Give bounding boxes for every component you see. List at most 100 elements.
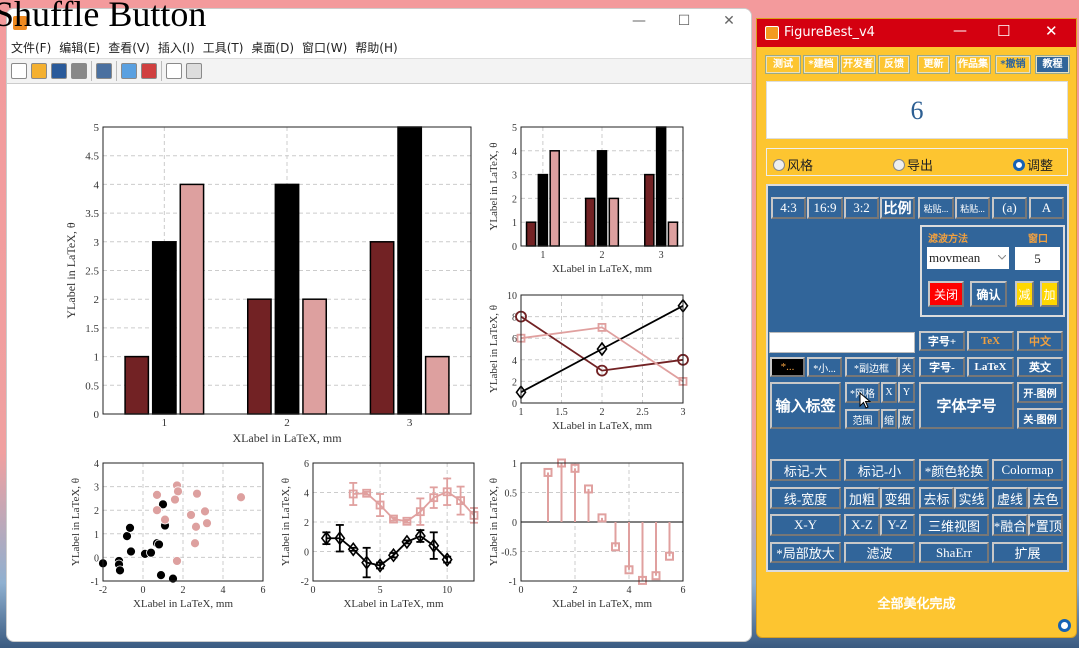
legend-icon[interactable] — [141, 63, 157, 79]
radio-调整[interactable]: 调整 — [1013, 155, 1053, 174]
scatter-point — [236, 492, 246, 503]
open-folder-icon[interactable] — [31, 63, 47, 79]
menu-item[interactable]: 窗口(W) — [302, 41, 348, 55]
tool-button[interactable]: X-Z — [844, 514, 880, 536]
small-button[interactable]: *小... — [807, 357, 842, 377]
pointer-icon[interactable] — [166, 63, 182, 79]
tool-button[interactable]: 三维视图 — [919, 514, 989, 536]
minimize-button[interactable]: — — [632, 13, 646, 29]
property-editor-icon[interactable] — [186, 63, 202, 79]
tool-button[interactable]: *颜色轮换 — [919, 459, 989, 481]
tool-button[interactable]: 标记-大 — [770, 459, 841, 481]
close-button[interactable]: ✕ — [1045, 22, 1058, 40]
menu-item[interactable]: 文件(F) — [11, 41, 52, 55]
tool-button[interactable]: 线-宽度 — [770, 487, 841, 509]
colorbar-icon[interactable] — [121, 63, 137, 79]
minimize-button[interactable]: — — [953, 23, 967, 39]
window-increase-button[interactable]: 加 — [1040, 281, 1059, 307]
tools-panel: 滤波方法 窗口 movmean 5 4:3 16:9 3:2 比例 粘贴... 粘贴...… — [766, 184, 1069, 572]
top-button[interactable]: 测试 — [765, 55, 801, 74]
range-button[interactable]: 范围 — [845, 409, 880, 429]
tool-button[interactable]: 标记-小 — [844, 459, 915, 481]
tool-button[interactable]: *局部放大 — [770, 542, 841, 563]
print-icon[interactable] — [71, 63, 87, 79]
ratio-button[interactable]: 比例 — [880, 197, 915, 219]
tool-button[interactable]: 加粗 — [844, 487, 880, 509]
top-button[interactable]: 开发者 — [840, 55, 876, 74]
radio-导出[interactable]: 导出 — [893, 155, 933, 174]
top-button[interactable]: 教程 — [1035, 55, 1070, 74]
tool-button[interactable]: *置顶 — [1028, 514, 1063, 536]
top-button[interactable]: 更新 — [917, 55, 950, 74]
input-label-button[interactable]: 输入标签 — [770, 382, 841, 429]
marker-diamond — [401, 534, 413, 550]
menu-item[interactable]: 工具(T) — [202, 41, 244, 55]
tool-button[interactable]: X-Y — [770, 514, 841, 536]
menu-item[interactable]: 帮助(H) — [355, 41, 398, 55]
top-button[interactable]: 反馈 — [878, 55, 910, 74]
enlarge-button[interactable]: 放 — [898, 409, 915, 429]
tool-button[interactable]: 去标 — [919, 487, 954, 509]
ratio-button[interactable]: A — [1029, 197, 1064, 219]
ratio-button[interactable]: 4:3 — [771, 197, 806, 219]
tool-button[interactable]: Y-Z — [880, 514, 915, 536]
ratio-button[interactable]: 粘贴... — [918, 197, 954, 219]
font-size-up-button[interactable]: 字号+ — [919, 331, 965, 351]
tool-button[interactable]: *融合 — [992, 514, 1028, 536]
top-button[interactable]: 作品集 — [955, 55, 991, 74]
maximize-button[interactable]: ☐ — [997, 22, 1011, 40]
legend-off-button[interactable]: 关-图例 — [1017, 408, 1063, 429]
close-button[interactable]: ✕ — [723, 13, 735, 29]
ratio-button[interactable]: 粘贴... — [955, 197, 990, 219]
save-icon[interactable] — [51, 63, 67, 79]
grid-x-button[interactable]: X — [881, 382, 897, 403]
ratio-button[interactable]: 3:2 — [844, 197, 879, 219]
grid-y-button[interactable]: Y — [898, 382, 915, 403]
window-size-input[interactable]: 5 — [1015, 247, 1060, 270]
english-button[interactable]: 英文 — [1017, 357, 1063, 377]
sub-box-button[interactable]: *副边框 — [845, 357, 898, 377]
legend-on-button[interactable]: 开-图例 — [1017, 382, 1063, 403]
shuffle-button-label[interactable]: Shuffle Button — [0, 0, 207, 34]
tool-button[interactable]: ShaErr — [919, 542, 989, 563]
tex-button[interactable]: TeX — [967, 331, 1014, 351]
tool-button[interactable]: 实线 — [954, 487, 989, 509]
link-icon[interactable] — [96, 63, 112, 79]
filter-close-button[interactable]: 关闭 — [928, 281, 964, 307]
menu-item[interactable]: 插入(I) — [157, 41, 195, 55]
label-text-input[interactable] — [769, 332, 915, 353]
filter-confirm-button[interactable]: 确认 — [970, 281, 1007, 307]
y-tick-label: 2 — [94, 506, 99, 517]
shrink-button[interactable]: 缩 — [881, 409, 897, 429]
menu-item[interactable]: 编辑(E) — [59, 41, 101, 55]
box-off-button[interactable]: 关 — [898, 357, 915, 377]
tool-button[interactable]: 扩展 — [992, 542, 1063, 563]
tool-button[interactable]: 变细 — [880, 487, 915, 509]
tool-button[interactable]: 滤波 — [844, 542, 915, 563]
latex-button[interactable]: LaTeX — [967, 357, 1014, 377]
radio-风格[interactable]: 风格 — [773, 155, 813, 174]
tool-button[interactable]: 去色 — [1028, 487, 1063, 509]
tool-button[interactable]: Colormap — [992, 459, 1063, 481]
chinese-button[interactable]: 中文 — [1017, 331, 1063, 351]
y-tick-label: 1 — [512, 218, 517, 229]
menu-item[interactable]: 查看(V) — [108, 41, 150, 55]
maximize-button[interactable]: ☐ — [677, 13, 691, 29]
top-button[interactable]: *建档 — [803, 55, 839, 74]
new-file-icon[interactable] — [11, 63, 27, 79]
marker-square — [375, 500, 385, 510]
ratio-button[interactable]: (a) — [992, 197, 1027, 219]
tool-button[interactable]: 虚线 — [992, 487, 1028, 509]
y-tick-label: 0.5 — [85, 380, 99, 392]
menu-item[interactable]: 桌面(D) — [251, 41, 295, 55]
window-decrease-button[interactable]: 减 — [1015, 281, 1034, 307]
series-line — [520, 326, 684, 383]
top-button[interactable]: *撤销 — [995, 55, 1031, 74]
font-size-button[interactable]: 字体字号 — [919, 382, 1014, 429]
font-size-down-button[interactable]: 字号- — [919, 357, 965, 377]
marker-style-button[interactable]: *... — [770, 357, 805, 377]
scatter-point — [126, 546, 136, 557]
ratio-button[interactable]: 16:9 — [807, 197, 843, 219]
help-circle-icon[interactable] — [1058, 619, 1071, 632]
filter-method-select[interactable]: movmean — [927, 247, 1009, 269]
